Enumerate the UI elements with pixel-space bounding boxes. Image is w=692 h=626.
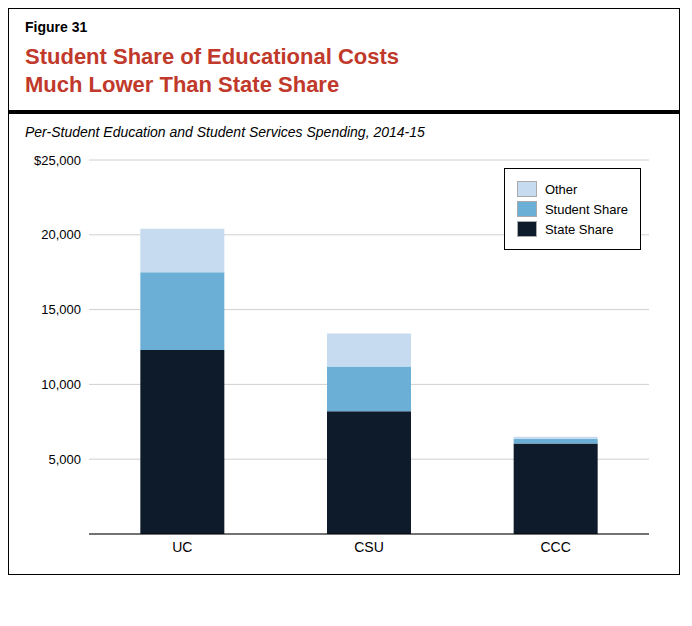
html-text:Other: Other	[544, 181, 578, 197]
svg-text:20,000: 20,000	[41, 227, 81, 242]
svg-text:10,000: 10,000	[41, 377, 81, 392]
svg-text:CCC: CCC	[540, 539, 570, 555]
html-text:Figure 31: Figure 31	[25, 19, 88, 35]
svg-text:CSU: CSU	[354, 539, 384, 555]
svg-text:15,000: 15,000	[41, 302, 81, 317]
html-text:Student Share: Student Share	[544, 201, 628, 217]
svg-text:UC: UC	[172, 539, 192, 555]
html-text:Per-Student Education and Stud: Per-Student Education and Student Servic…	[25, 124, 425, 140]
html-text:State Share: State Share	[544, 221, 614, 237]
svg-text:5,000: 5,000	[48, 452, 81, 467]
svg-text:$25,000: $25,000	[34, 153, 81, 168]
html-text:Student Share of Educational C: Student Share of Educational Costs Much …	[25, 44, 399, 97]
